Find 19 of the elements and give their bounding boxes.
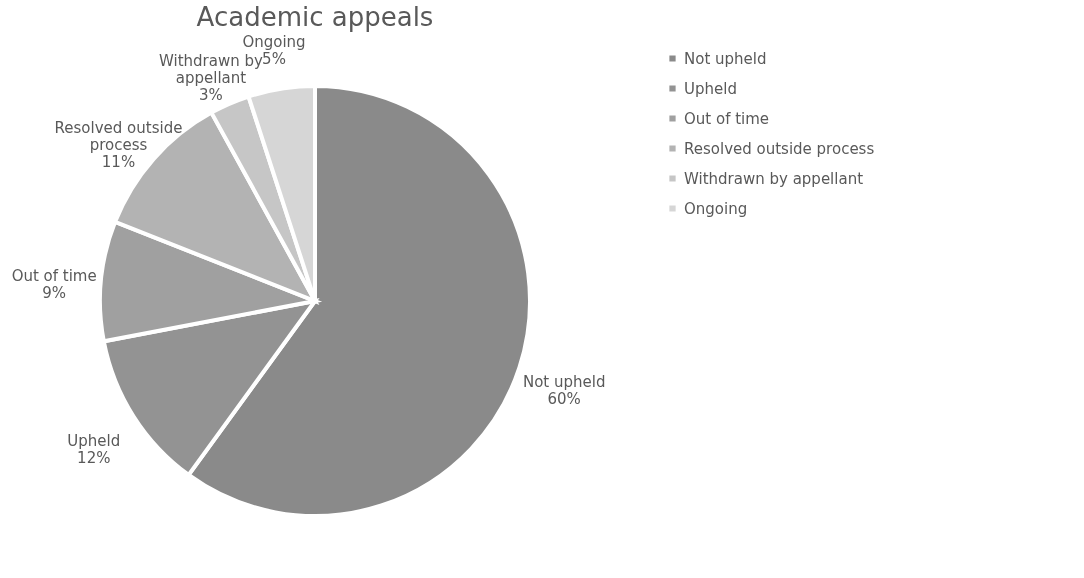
chart-title: Academic appeals xyxy=(196,2,434,33)
legend-label: Withdrawn by appellant xyxy=(684,169,864,188)
data-label: 9% xyxy=(42,284,67,303)
legend-label: Ongoing xyxy=(684,199,748,218)
legend-label: Upheld xyxy=(684,79,737,98)
slice-label: Withdrawn by appellant xyxy=(159,51,263,87)
slice-label: Resolved outside process xyxy=(54,118,183,154)
slice-label: Not upheld xyxy=(522,372,606,391)
legend-label: Not upheld xyxy=(684,49,767,68)
data-label: 3% xyxy=(199,85,223,104)
data-label: 12% xyxy=(77,449,111,468)
data-label: 11% xyxy=(101,152,136,171)
slice-label: Out of time xyxy=(11,267,97,286)
legend-label: Resolved outside process xyxy=(684,139,875,158)
slice-label: Upheld xyxy=(67,432,121,451)
data-label: 5% xyxy=(262,50,286,69)
data-label: 60% xyxy=(547,389,581,408)
legend-label: Out of time xyxy=(684,109,770,128)
slice-label: Ongoing xyxy=(242,33,306,52)
